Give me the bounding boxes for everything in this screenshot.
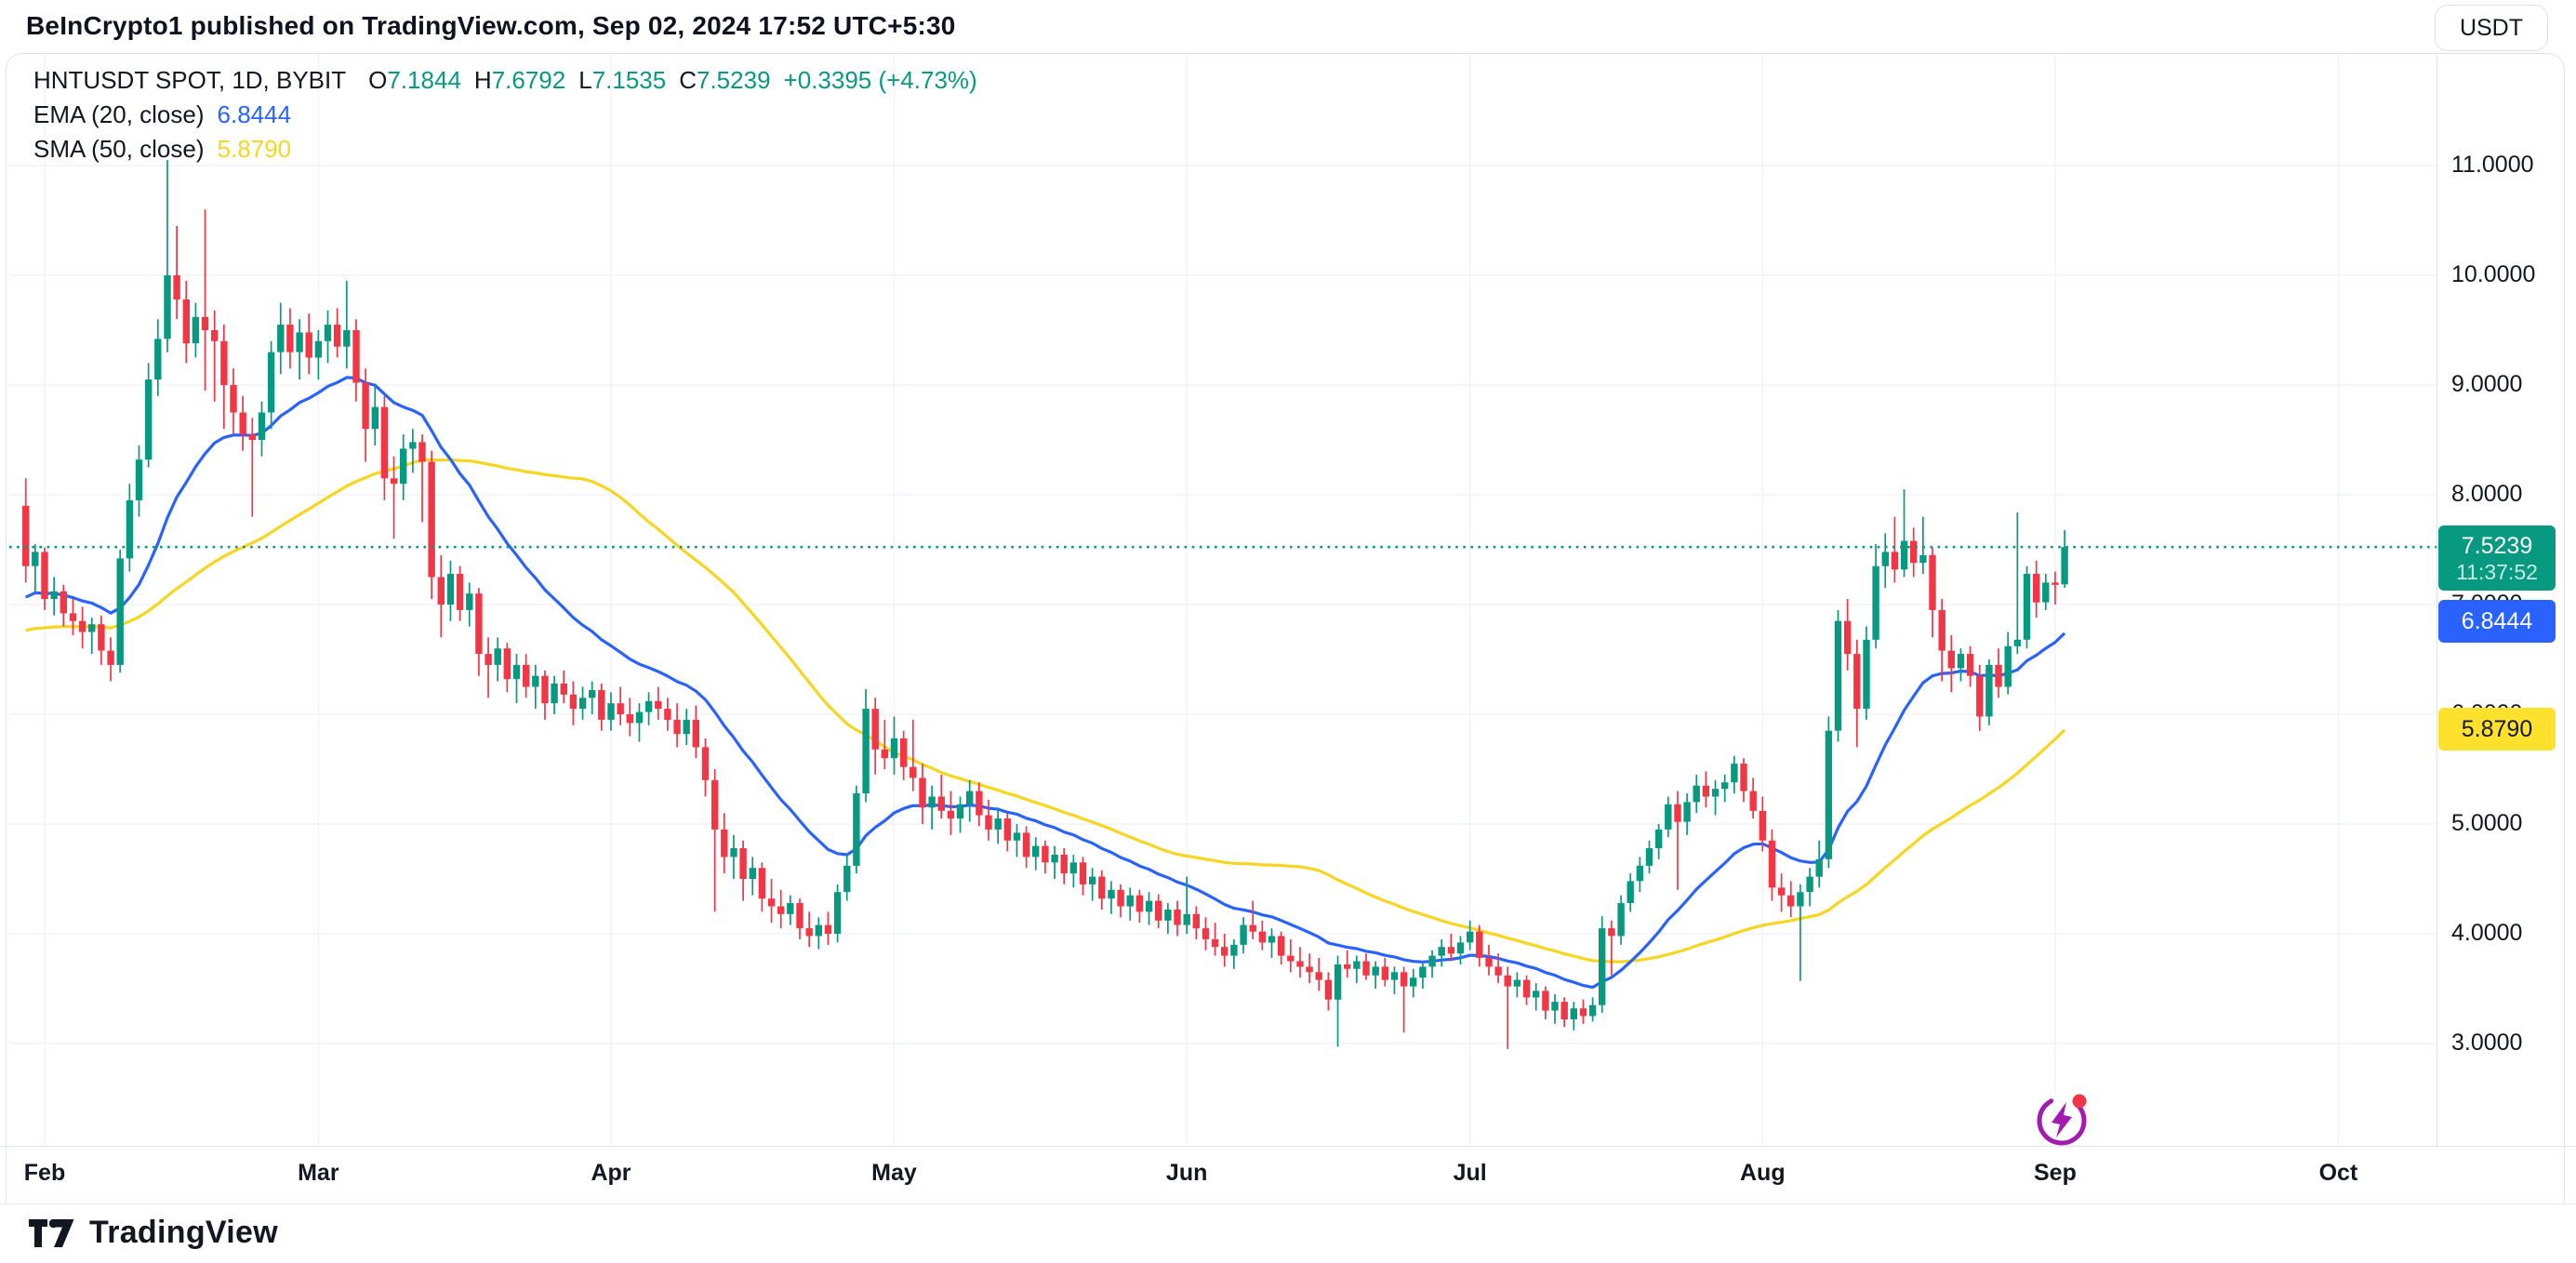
price-axis-label: 4.0000 [2451,920,2523,946]
sma-price-tag: 5.8790 [2438,708,2556,751]
time-axis-label-jul: Jul [1453,1160,1487,1186]
time-axis-label-apr: Apr [591,1160,631,1186]
time-axis-label-mar: Mar [298,1160,339,1186]
ohlc-high: H7.6792 [473,66,566,94]
price-axis-label: 5.0000 [2451,810,2523,836]
time-axis[interactable]: Feb Mar Apr May Jun Jul Aug Sep Oct [0,1147,2576,1203]
ohlc-close: C7.5239 [679,66,771,94]
time-axis-separator [0,1146,2576,1147]
price-axis-label: 3.0000 [2451,1030,2523,1056]
tradingview-logo-icon [29,1218,74,1247]
sma-label: SMA (50, close) [33,135,205,163]
legend-ema-row: EMA (20, close) 6.8444 [33,98,977,132]
bar-countdown: 11:37:52 [2456,560,2538,585]
ema-label: EMA (20, close) [33,100,205,128]
time-axis-label-aug: Aug [1739,1160,1786,1186]
price-axis[interactable]: 7.5239 11:37:52 6.8444 5.8790 11.0000 10.… [2437,54,2563,1146]
current-price-tag: 7.5239 11:37:52 [2438,525,2556,592]
tradingview-wordmark: TradingView [89,1215,278,1250]
lightning-bolt-icon [2052,1102,2072,1137]
time-axis-label-jun: Jun [1165,1160,1208,1186]
time-axis-label-sep: Sep [2034,1160,2077,1186]
sma-value: 5.8790 [217,135,292,163]
time-axis-label-may: May [871,1160,917,1186]
current-price-value: 7.5239 [2461,533,2533,560]
legend-sma-row: SMA (50, close) 5.8790 [33,132,977,166]
time-axis-label-oct: Oct [2318,1160,2358,1186]
lightning-event-icon[interactable] [2033,1090,2092,1150]
price-axis-label: 10.0000 [2451,261,2536,287]
price-axis-label: 9.0000 [2451,371,2523,397]
legend-symbol-row: HNTUSDT SPOT, 1D, BYBIT O7.1844 H7.6792 … [33,63,977,98]
chart-legend: HNTUSDT SPOT, 1D, BYBIT O7.1844 H7.6792 … [33,63,977,166]
chart-card [6,53,2565,1204]
symbol-title: HNTUSDT SPOT, 1D, BYBIT [33,66,347,94]
footer-separator [0,1203,2576,1204]
ema-value: 6.8444 [217,100,292,128]
price-axis-label: 11.0000 [2451,152,2534,178]
ohlc-change: +0.3395 (+4.73%) [783,66,977,94]
notification-dot [2072,1094,2087,1109]
ohlc-low: L7.1535 [578,66,667,94]
ohlc-open: O7.1844 [368,66,461,94]
tradingview-attribution[interactable]: TradingView [28,1215,278,1251]
ema-price-tag: 6.8444 [2438,600,2556,644]
time-axis-label-feb: Feb [23,1160,66,1186]
price-axis-label: 8.0000 [2451,481,2523,507]
attribution-header: BeInCrypto1 published on TradingView.com… [26,11,956,40]
currency-button[interactable]: USDT [2434,5,2548,51]
